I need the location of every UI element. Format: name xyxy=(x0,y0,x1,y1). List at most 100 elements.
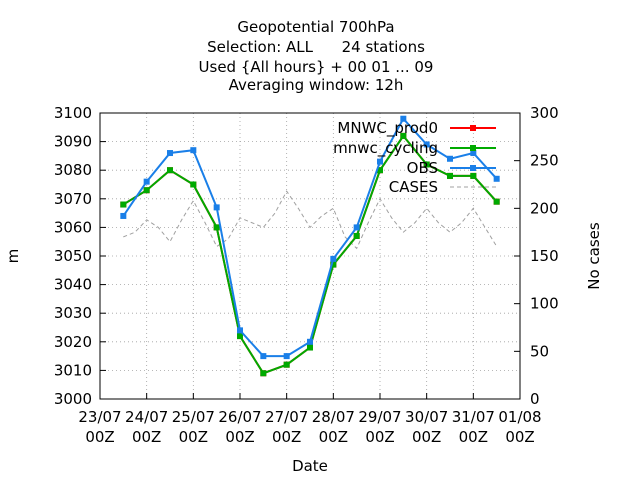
y2-tick-label: 100 xyxy=(530,295,559,313)
x-tick-label-date: 25/07 xyxy=(172,408,215,426)
series-line xyxy=(122,134,498,375)
data-point xyxy=(143,178,150,185)
data-point xyxy=(283,361,290,368)
y2-tick-label: 0 xyxy=(530,390,540,408)
grid xyxy=(100,113,520,399)
ticks xyxy=(99,112,521,400)
y2-tick-label: 200 xyxy=(530,199,559,217)
legend-marker xyxy=(470,145,476,151)
x-tick-label-date: 23/07 xyxy=(78,408,121,426)
data-point xyxy=(330,261,337,268)
legend-marker xyxy=(470,125,476,131)
legend-label: mnwc_cycling xyxy=(333,139,438,158)
series-line xyxy=(122,116,498,358)
y-tick-label: 3010 xyxy=(54,361,92,379)
data-point xyxy=(353,232,360,239)
data-point xyxy=(353,224,360,231)
data-point xyxy=(400,115,407,122)
series-obs xyxy=(120,115,500,360)
title-line: Geopotential 700hPa xyxy=(237,18,394,36)
x-axis-title: Date xyxy=(292,457,328,475)
y2-tick-label: 300 xyxy=(530,104,559,122)
data-point xyxy=(260,370,267,377)
chart-title: Geopotential 700hPa Selection: ALL 24 st… xyxy=(199,18,434,94)
y-tick-label: 3090 xyxy=(54,133,92,151)
data-point xyxy=(213,204,220,211)
title-line: Selection: ALL 24 stations xyxy=(207,38,425,56)
data-point xyxy=(330,255,337,262)
x-tick-label-date: 27/07 xyxy=(265,408,308,426)
data-point xyxy=(470,150,477,157)
y2-tick-label: 150 xyxy=(530,247,559,265)
y-tick-label: 3080 xyxy=(54,161,92,179)
title-line: Used {All hours} + 00 01 ... 09 xyxy=(199,58,434,76)
data-point xyxy=(120,212,127,219)
x-tick-label-hour: 00Z xyxy=(179,428,208,446)
x-tick-label-date: 31/07 xyxy=(452,408,495,426)
data-point xyxy=(167,167,173,174)
data-point xyxy=(447,172,453,179)
x-tick-label-date: 24/07 xyxy=(125,408,168,426)
y-tick-label: 3030 xyxy=(54,304,92,322)
data-point xyxy=(377,158,383,165)
legend-label: MNWC_prod0 xyxy=(337,119,438,138)
data-point xyxy=(283,353,290,360)
data-point xyxy=(213,224,220,231)
x-tick-label-hour: 00Z xyxy=(365,428,394,446)
data-point xyxy=(493,175,500,182)
x-tick-label-date: 28/07 xyxy=(312,408,355,426)
x-tick-label-hour: 00Z xyxy=(272,428,301,446)
legend-entry: mnwc_cycling xyxy=(333,139,496,158)
y-tick-label: 3020 xyxy=(54,333,92,351)
series-line xyxy=(123,190,498,250)
data-point xyxy=(447,155,453,162)
y-tick-label: 3000 xyxy=(54,390,92,408)
data-point xyxy=(400,132,407,139)
y-tick-label: 3060 xyxy=(54,218,92,236)
y-tick-labels: 3000 3010 3020 3030 3040 3050 3060 3070 3080 3090… xyxy=(54,104,92,408)
data-point xyxy=(470,172,477,179)
series xyxy=(120,115,500,377)
y2-tick-label: 250 xyxy=(530,152,559,170)
data-point xyxy=(120,201,127,208)
data-point xyxy=(377,167,383,174)
y2-tick-label: 50 xyxy=(530,342,549,360)
data-point xyxy=(423,161,430,168)
data-point xyxy=(237,327,243,334)
legend-entry: OBS xyxy=(407,159,496,177)
x-tick-label-hour: 00Z xyxy=(412,428,441,446)
y-tick-label: 3050 xyxy=(54,247,92,265)
legend-entry: CASES xyxy=(389,178,496,196)
x-tick-label-hour: 00Z xyxy=(505,428,534,446)
x-tick-label-hour: 00Z xyxy=(132,428,161,446)
data-point xyxy=(423,141,430,148)
legend-entry: MNWC_prod0 xyxy=(337,119,496,138)
x-tick-label-hour: 00Z xyxy=(85,428,114,446)
data-point xyxy=(237,333,243,340)
x-tick-label-date: 30/07 xyxy=(405,408,448,426)
data-point xyxy=(493,198,500,205)
data-point xyxy=(143,187,150,194)
x-tick-label-date: 29/07 xyxy=(358,408,401,426)
x-tick-label-date: 26/07 xyxy=(218,408,261,426)
x-tick-label-hour: 00Z xyxy=(225,428,254,446)
data-point xyxy=(167,150,173,157)
title-line: Averaging window: 12h xyxy=(229,76,404,94)
data-point xyxy=(190,147,197,154)
legend-marker xyxy=(470,165,476,171)
x-tick-label-hour: 00Z xyxy=(319,428,348,446)
data-point xyxy=(307,338,313,345)
x-tick-label-date: 01/08 xyxy=(498,408,541,426)
series-mnwc-cycling xyxy=(120,132,500,377)
legend-label: CASES xyxy=(389,178,438,196)
data-point xyxy=(307,344,313,351)
data-point xyxy=(260,353,267,360)
y-tick-label: 3070 xyxy=(54,190,92,208)
y-tick-label: 3040 xyxy=(54,276,92,294)
x-tick-labels: 23/07 00Z 24/07 00Z 25/07 00Z 26/07 00Z 27/07 00Z… xyxy=(78,408,541,446)
y2-tick-labels: 0 50 100 150 200 250 300 xyxy=(530,104,559,408)
y-tick-label: 3100 xyxy=(54,104,92,122)
